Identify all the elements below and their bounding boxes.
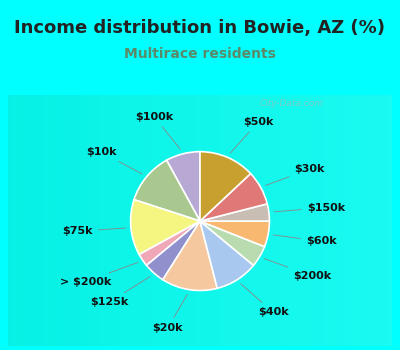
Text: $75k: $75k xyxy=(62,226,126,236)
Text: $30k: $30k xyxy=(266,164,325,186)
Wedge shape xyxy=(200,174,267,221)
Text: $40k: $40k xyxy=(240,284,288,317)
Text: $125k: $125k xyxy=(90,276,150,307)
Wedge shape xyxy=(146,221,200,280)
Text: $50k: $50k xyxy=(230,117,273,153)
Wedge shape xyxy=(200,221,270,247)
Text: $200k: $200k xyxy=(264,259,331,281)
Wedge shape xyxy=(134,160,200,221)
Text: $100k: $100k xyxy=(135,112,180,149)
Text: $20k: $20k xyxy=(153,294,187,332)
Text: City-Data.com: City-Data.com xyxy=(260,99,324,108)
Wedge shape xyxy=(200,221,264,265)
Wedge shape xyxy=(200,221,254,288)
Wedge shape xyxy=(139,221,200,265)
Text: Income distribution in Bowie, AZ (%): Income distribution in Bowie, AZ (%) xyxy=(14,19,386,37)
Text: $60k: $60k xyxy=(273,235,336,246)
Text: Multirace residents: Multirace residents xyxy=(124,47,276,61)
Wedge shape xyxy=(130,199,200,254)
Text: > $200k: > $200k xyxy=(60,262,138,287)
Wedge shape xyxy=(166,152,200,221)
Text: $150k: $150k xyxy=(274,203,345,212)
Wedge shape xyxy=(200,152,251,221)
Wedge shape xyxy=(200,204,270,221)
Wedge shape xyxy=(163,221,217,290)
Text: $10k: $10k xyxy=(86,147,142,174)
